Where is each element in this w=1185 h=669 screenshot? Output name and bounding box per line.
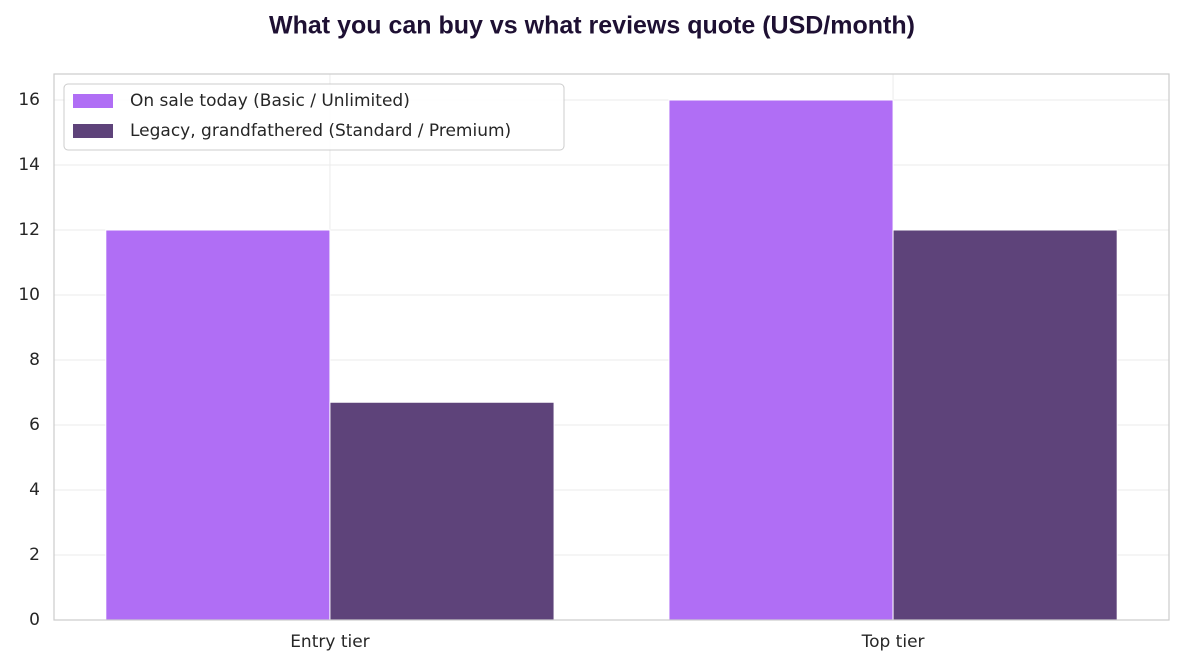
chart-title: What you can buy vs what reviews quote (… (269, 12, 915, 40)
x-tick-label: Top tier (861, 632, 925, 652)
y-tick-label: 10 (18, 285, 40, 305)
y-tick-label: 6 (29, 415, 40, 435)
bar (105, 229, 331, 621)
y-tick-label: 14 (18, 155, 40, 175)
bar (329, 401, 555, 621)
y-tick-label: 8 (29, 350, 40, 370)
legend-frame (63, 83, 565, 151)
legend-label: Legacy, grandfathered (Standard / Premiu… (130, 121, 511, 141)
y-tick-label: 0 (29, 610, 40, 630)
legend: On sale today (Basic / Unlimited) Legacy,… (63, 83, 565, 151)
legend-label: On sale today (Basic / Unlimited) (130, 91, 410, 111)
legend-swatch (73, 94, 113, 108)
legend-swatch (73, 124, 113, 138)
y-tick-label: 2 (29, 545, 40, 565)
bar (668, 99, 894, 621)
y-tick-label: 4 (29, 480, 40, 500)
y-tick-label: 12 (18, 220, 40, 240)
y-tick-label: 16 (18, 90, 40, 110)
bar (892, 229, 1118, 621)
plot-frame (53, 73, 1170, 621)
x-tick-label: Entry tier (290, 632, 369, 652)
